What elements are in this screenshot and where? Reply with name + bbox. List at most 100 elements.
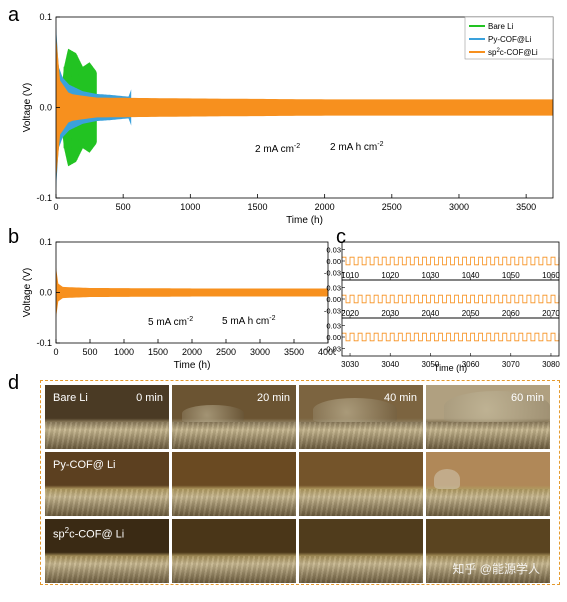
chart-a-legend-label-1: Py-COF@Li <box>488 35 531 44</box>
chart-b-ytick-label-0: -0.1 <box>36 338 52 348</box>
micrograph-r2-c2 <box>299 519 423 583</box>
micrograph-time-label-2: 40 min <box>383 392 417 404</box>
chart-c-sub0-ytick-label-1: 0.00 <box>326 257 341 266</box>
chart-b-xlabel: Time (h) <box>174 360 211 371</box>
chart-b-xtick-label-7: 3500 <box>284 347 304 357</box>
chart-c-sub2-ytick-label-0: -0.03 <box>324 344 341 353</box>
chart-a-xtick-label-4: 2000 <box>315 202 335 212</box>
chart-c-sub0-xtick-label-2: 1030 <box>422 271 440 280</box>
chart-a-series-2 <box>56 35 553 180</box>
chart-a-annotation-1: 2 mA h cm-2 <box>330 141 384 153</box>
chart-b-series-0 <box>56 267 328 318</box>
chart-b-xtick-label-6: 3000 <box>250 347 270 357</box>
chart-a-xtick-label-6: 3000 <box>449 202 469 212</box>
chart-c-sub0-xtick-label-5: 1060 <box>542 271 560 280</box>
chart-c-sub0-ytick-label-2: 0.03 <box>326 246 341 255</box>
chart-c-sub2-xtick-label-5: 3080 <box>542 360 560 369</box>
chart-c-sub2-ytick-label-1: 0.00 <box>326 333 341 342</box>
micrograph-r1-c0: Py-COF@ Li <box>45 452 169 516</box>
chart-a-xlabel: Time (h) <box>286 215 323 226</box>
chart-c: 1010 1020 1030 1040 1050 1060 2020 2030 2040 2050… <box>341 241 560 373</box>
chart-c-sub1-xtick-label-2: 2040 <box>422 309 440 318</box>
micrograph-texture <box>45 556 169 583</box>
micrograph-texture <box>299 489 423 516</box>
chart-c-sub1-xtick-label-4: 2060 <box>502 309 520 318</box>
chart-a-ytick-label-2: 0.1 <box>39 12 52 22</box>
chart-b-xtick-label-2: 1000 <box>114 347 134 357</box>
micrograph-time-label-3: 60 min <box>510 392 544 404</box>
panel-a-letter: a <box>8 4 20 26</box>
micrograph-r2-c0: sp2c-COF@ Li <box>45 519 169 583</box>
chart-c-sub2-xtick-label-1: 3040 <box>381 360 399 369</box>
chart-a-legend-label-0: Bare Li <box>488 22 514 31</box>
chart-c-sub2-xtick-label-3: 3060 <box>462 360 480 369</box>
micrograph-r2-c1 <box>172 519 296 583</box>
chart-c-sub1-wave <box>342 294 560 304</box>
chart-a: 0 500 1000 1500 2000 2500 3000 3500 -0.1 0.0 0.1 Ti… <box>22 12 554 226</box>
dendrite-growth <box>444 391 550 423</box>
micrograph-r1-c2 <box>299 452 423 516</box>
chart-a-xtick-label-2: 1000 <box>180 202 200 212</box>
micrograph-time-label-1: 20 min <box>256 392 290 404</box>
chart-a-xtick-label-7: 3500 <box>516 202 536 212</box>
micrograph-texture <box>299 556 423 583</box>
chart-c-sub0-xtick-label-1: 1020 <box>381 271 399 280</box>
micrograph-row-label-1: Py-COF@ Li <box>53 459 116 471</box>
chart-b-xtick-label-3: 1500 <box>148 347 168 357</box>
chart-c-ytick-labels: -0.03 0.00 0.03 -0.03 0.00 0.03 -0.03 0.00 0.03 <box>324 246 341 354</box>
chart-c-sub0-ytick-label-0: -0.03 <box>324 268 341 277</box>
chart-c-sub1-xtick-label-3: 2050 <box>462 309 480 318</box>
micrograph-texture <box>426 489 550 516</box>
micrograph-r1-c1 <box>172 452 296 516</box>
panel-c-letter: c <box>336 226 346 248</box>
micrograph-r0-c0: Bare Li 0 min <box>45 385 169 449</box>
chart-b-annotation-1: 5 mA h cm-2 <box>222 315 276 327</box>
chart-a-ylabel: Voltage (V) <box>22 83 33 132</box>
micrograph-time-label-0: 0 min <box>136 392 163 404</box>
chart-a-xtick-label-5: 2500 <box>382 202 402 212</box>
watermark: 知乎 @能源学人 <box>452 562 540 576</box>
dendrite-growth <box>434 469 460 490</box>
chart-c-sub1-ytick-label-2: 0.03 <box>326 284 341 293</box>
micrograph-r0-c2: 40 min <box>299 385 423 449</box>
panel-d-letter: d <box>8 372 20 394</box>
micrograph-row-label-2: sp2c-COF@ Li <box>53 526 125 541</box>
panel-d-frame: Bare Li 0 min 20 min 40 min 60 min Py-COF@ Li… <box>40 380 560 585</box>
micrograph-texture <box>172 556 296 583</box>
chart-a-annotation-0: 2 mA cm-2 <box>255 143 300 155</box>
chart-a-xtick-label-0: 0 <box>53 202 58 212</box>
chart-c-xlabel: Time (h) <box>434 363 467 373</box>
chart-c-sub1-xtick-label-1: 2030 <box>381 309 399 318</box>
chart-b-ylabel: Voltage (V) <box>22 268 33 317</box>
chart-c-sub0-xtick-label-4: 1050 <box>502 271 520 280</box>
micrograph-r2-c3: 知乎 @能源学人 <box>426 519 550 583</box>
micrograph-row-label-0: Bare Li <box>53 392 88 404</box>
chart-b: 0 500 1000 1500 2000 2500 3000 3500 4000 -0.1 0.0 0… <box>22 237 336 371</box>
micrograph-texture <box>45 489 169 516</box>
chart-b-xtick-label-0: 0 <box>53 347 58 357</box>
chart-c-sub1-xtick-label-5: 2070 <box>542 309 560 318</box>
chart-b-ytick-label-1: 0.0 <box>39 288 52 298</box>
chart-b-xtick-label-8: 4000 <box>318 347 336 357</box>
chart-b-xtick-label-1: 500 <box>82 347 97 357</box>
chart-a-legend-label-2: sp2c-COF@Li <box>488 48 538 57</box>
chart-c-sub0-wave <box>342 256 560 266</box>
micrograph-r0-c3: 60 min <box>426 385 550 449</box>
chart-a-ytick-label-0: -0.1 <box>36 193 52 203</box>
chart-c-sub1-ytick-label-0: -0.03 <box>324 306 341 315</box>
chart-c-sub0-xtick-label-3: 1040 <box>462 271 480 280</box>
micrograph-texture <box>172 489 296 516</box>
chart-c-sub2-xtick-label-2: 3050 <box>422 360 440 369</box>
chart-a-ytick-label-1: 0.0 <box>39 103 52 113</box>
micrograph-r1-c3 <box>426 452 550 516</box>
chart-c-sub2-xtick-label-0: 3030 <box>341 360 359 369</box>
panel-b-letter: b <box>8 226 20 248</box>
micrograph-texture <box>45 422 169 449</box>
chart-b-annotation-0: 5 mA cm-2 <box>148 316 193 328</box>
micrograph-texture <box>172 422 296 449</box>
chart-b-ytick-label-2: 0.1 <box>39 237 52 247</box>
dendrite-growth <box>313 398 397 423</box>
chart-c-sub2-ytick-label-2: 0.03 <box>326 322 341 331</box>
chart-a-xtick-label-3: 1500 <box>247 202 267 212</box>
chart-c-sub2-xtick-label-4: 3070 <box>502 360 520 369</box>
